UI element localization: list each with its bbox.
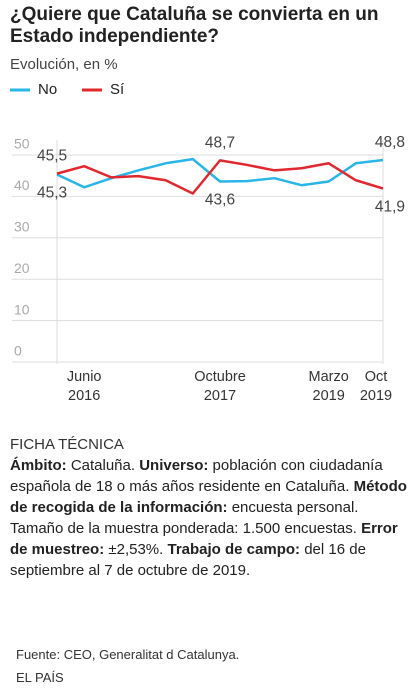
x-tick-label: Marzo 2019 xyxy=(308,369,349,404)
y-tick-label: 30 xyxy=(14,219,30,235)
x-tick-label: Octubre 2017 xyxy=(194,369,246,404)
x-tick-label: Junio 2016 xyxy=(66,369,102,404)
series-line xyxy=(56,157,384,189)
data-sheet: FICHA TÉCNICA Ámbito: Cataluña. Universo… xyxy=(10,434,408,581)
data-sheet-label: Trabajo de campo: xyxy=(167,541,301,558)
value-label: 43,6 xyxy=(205,192,235,209)
y-tick-label: 40 xyxy=(14,177,30,193)
y-tick-label: 50 xyxy=(14,136,30,152)
legend-label: No xyxy=(38,81,57,98)
value-label: 48,7 xyxy=(205,134,235,151)
value-label: 48,8 xyxy=(375,134,405,151)
value-label: 41,9 xyxy=(375,199,405,216)
data-sheet-heading: FICHA TÉCNICA xyxy=(10,436,124,453)
data-sheet-value: encuesta personal. Tamaño de la muestra … xyxy=(10,499,362,537)
chart-subtitle: Evolución, en % xyxy=(10,56,118,73)
value-label: 45,3 xyxy=(37,185,67,202)
chart-title: ¿Quiere que Cataluña se convierta en un … xyxy=(10,4,379,47)
data-sheet-label: Ámbito: xyxy=(10,457,67,474)
value-label: 45,5 xyxy=(37,148,67,165)
data-sheet-label: Error de muestreo: xyxy=(10,520,398,558)
legend-label: Sí xyxy=(110,81,125,98)
data-sheet-value: población con ciudadanía española de 18 … xyxy=(10,457,383,495)
data-sheet-value: del 16 de septiembre al 7 de octubre de … xyxy=(10,541,366,579)
y-tick-label: 0 xyxy=(14,343,22,359)
data-sheet-text: Ámbito: Cataluña. Universo: población co… xyxy=(10,455,408,581)
y-tick-label: 10 xyxy=(14,301,30,317)
data-sheet-label: Universo: xyxy=(139,457,209,474)
source: Fuente: CEO, Generalitat d Catalunya. xyxy=(16,647,240,662)
chart: 0 10 20 30 40 50 No Sí 45,3 43,6 48,8 45,5 48,7 41,9 xyxy=(10,81,405,364)
y-tick-label: 20 xyxy=(14,260,30,276)
x-tick-label: Oct 2019 xyxy=(359,369,393,404)
data-sheet-value: Cataluña. xyxy=(66,457,140,474)
series-line xyxy=(56,159,384,195)
data-sheet-value: ±2,53%. xyxy=(104,541,168,558)
data-sheet-label: Método de recogida de la información: xyxy=(10,478,407,516)
brand: EL PAÍS xyxy=(16,670,64,685)
